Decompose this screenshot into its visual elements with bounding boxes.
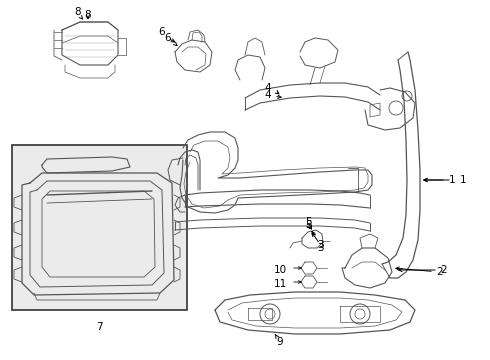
Text: 5: 5 [305, 217, 311, 227]
Text: 2: 2 [440, 265, 446, 275]
Text: 10: 10 [274, 265, 287, 275]
Bar [12, 145, 187, 310]
Text: 6: 6 [165, 33, 177, 45]
Text: 5: 5 [305, 220, 311, 230]
Text: 8: 8 [85, 10, 91, 20]
Text: 7: 7 [96, 322, 103, 332]
Text: 11: 11 [274, 279, 287, 289]
Text: 8: 8 [74, 7, 81, 17]
Text: 9: 9 [275, 334, 283, 347]
Text: 4: 4 [265, 90, 281, 100]
Text: 6: 6 [159, 27, 165, 37]
Text: 3: 3 [312, 231, 323, 250]
Text: 4: 4 [265, 83, 271, 93]
Text: 1: 1 [424, 175, 455, 185]
Text: 2: 2 [396, 267, 443, 277]
Text: 3: 3 [317, 243, 323, 253]
Text: 1: 1 [460, 175, 466, 185]
